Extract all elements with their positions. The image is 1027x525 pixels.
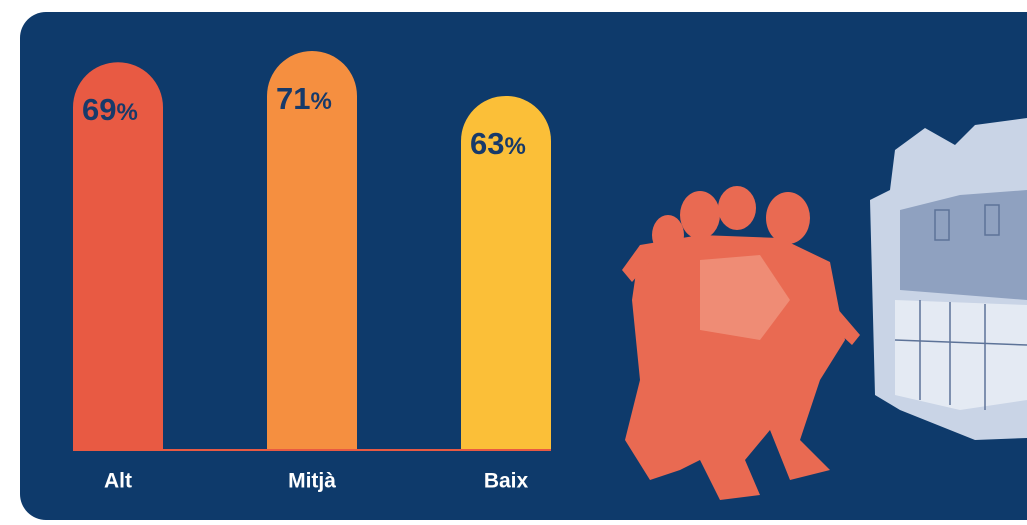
x-tick-label: Baix <box>484 470 529 493</box>
chart: 69%Alt71%Mitjà63%Baix <box>0 0 1027 525</box>
page: 69%Alt71%Mitjà63%Baix (() => { const dat… <box>0 0 1027 525</box>
building-illustration <box>870 118 1027 440</box>
x-tick-label: Alt <box>104 470 132 493</box>
x-tick-label: Mitjà <box>288 470 336 493</box>
